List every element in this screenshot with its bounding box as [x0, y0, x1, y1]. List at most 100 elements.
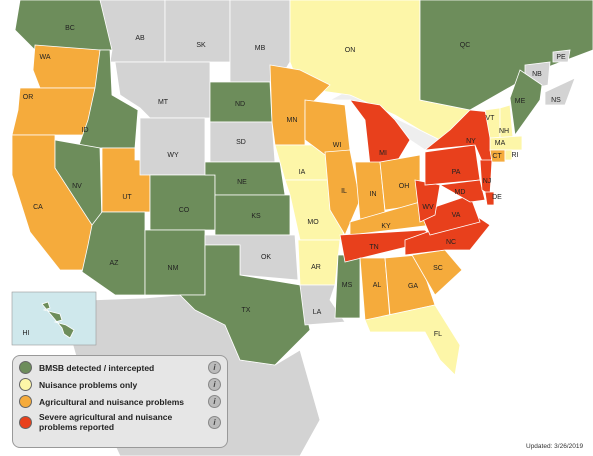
legend-swatch: [19, 395, 32, 408]
region: [179, 244, 311, 366]
region-label: WA: [39, 54, 50, 61]
legend-item: Agricultural and nuisance problems i: [19, 395, 221, 408]
regions: BC AB SK MB ON QC NB NS PE WA OR CA ID NV UT AZ MT WY CO NM…: [11, 0, 593, 376]
region: [324, 149, 361, 236]
region: [149, 174, 216, 231]
region-label: CO: [179, 207, 190, 214]
region: [32, 44, 101, 89]
region: [364, 304, 461, 376]
region-label: OH: [399, 183, 410, 190]
legend-swatch: [19, 378, 32, 391]
region-label: ND: [235, 101, 245, 108]
legend-item: Nuisance problems only i: [19, 378, 221, 391]
region-label: OK: [261, 254, 271, 261]
region-label: MA: [495, 140, 506, 147]
region-label: SK: [196, 42, 206, 49]
region-label: PE: [556, 54, 566, 61]
info-button[interactable]: i: [208, 415, 221, 429]
region: [438, 179, 486, 203]
region-label: MO: [307, 219, 319, 226]
region-label: AZ: [110, 260, 120, 267]
region: [424, 144, 481, 186]
region: [544, 77, 576, 106]
legend-label: Nuisance problems only: [39, 379, 138, 390]
region: [489, 135, 523, 151]
region: [419, 194, 481, 236]
region-label: MD: [455, 189, 466, 196]
legend-item: Severe agricultural and nuisance problem…: [19, 412, 221, 432]
region-label: TN: [369, 244, 378, 251]
updated-date: Updated: 3/26/2019: [526, 443, 584, 450]
legend-label: Severe agricultural and nuisance problem…: [39, 412, 173, 432]
region-label: QC: [460, 42, 471, 49]
region-label: WY: [167, 152, 179, 159]
region-label: WI: [333, 142, 342, 149]
region-label: ME: [515, 98, 526, 105]
region-label: WV: [422, 204, 434, 211]
region-label: MI: [379, 150, 387, 157]
region-label: AL: [373, 282, 382, 289]
region-label: AR: [311, 264, 321, 271]
region-label: MS: [342, 282, 353, 289]
region-label: KS: [251, 213, 261, 220]
region-label: VA: [452, 212, 461, 219]
region: [552, 49, 571, 63]
region-label: MN: [287, 117, 298, 124]
region-label: SC: [433, 265, 443, 272]
region-label: RI: [512, 152, 519, 159]
region-label: CT: [492, 153, 502, 160]
region-label: NC: [446, 239, 456, 246]
region: [489, 149, 506, 163]
region: [139, 117, 206, 176]
region: [509, 69, 543, 137]
region-label: NY: [466, 138, 476, 145]
legend-item: BMSB detected / intercepted i: [19, 361, 221, 374]
region-label: PA: [452, 169, 461, 176]
region-label: NV: [72, 183, 82, 190]
region-label: CA: [33, 204, 43, 211]
region-label: NS: [551, 97, 561, 104]
legend: BMSB detected / intercepted i Nuisance pro…: [12, 355, 228, 448]
region-label: SD: [236, 139, 246, 146]
region-label: UT: [122, 194, 132, 201]
region-label: MT: [158, 99, 169, 106]
region-label: MB: [255, 45, 266, 52]
legend-label: Agricultural and nuisance problems: [39, 396, 185, 407]
region-label: NM: [168, 265, 179, 272]
region-label: AB: [135, 35, 145, 42]
region-label: OR: [23, 94, 34, 101]
region-label: KY: [381, 223, 391, 230]
region-label: LA: [313, 309, 322, 316]
region-label: TX: [242, 307, 251, 314]
region: [484, 191, 495, 206]
region-label: IA: [299, 169, 306, 176]
region: [349, 99, 411, 166]
region-label: GA: [408, 283, 418, 290]
region-label: FL: [434, 331, 442, 338]
info-button[interactable]: i: [208, 361, 221, 374]
region-label: NB: [532, 71, 542, 78]
info-button[interactable]: i: [208, 395, 221, 408]
region-label: BC: [65, 25, 75, 32]
legend-swatch: [19, 361, 32, 374]
region-label: HI: [23, 330, 30, 337]
legend-swatch: [19, 415, 32, 429]
info-button[interactable]: i: [208, 378, 221, 391]
region-label: ON: [345, 47, 356, 54]
region: [297, 239, 341, 286]
legend-label: BMSB detected / intercepted: [39, 362, 155, 373]
region-label: ID: [82, 127, 89, 134]
region-label: IL: [341, 188, 347, 195]
region: [504, 149, 513, 161]
region-label: NJ: [483, 178, 492, 185]
region: [41, 301, 75, 339]
region: [144, 229, 206, 296]
region-label: VT: [486, 115, 496, 122]
region: [164, 0, 231, 63]
region-label: IN: [370, 191, 377, 198]
region-label: DE: [492, 194, 502, 201]
region-label: NE: [237, 179, 247, 186]
region: [81, 211, 146, 296]
